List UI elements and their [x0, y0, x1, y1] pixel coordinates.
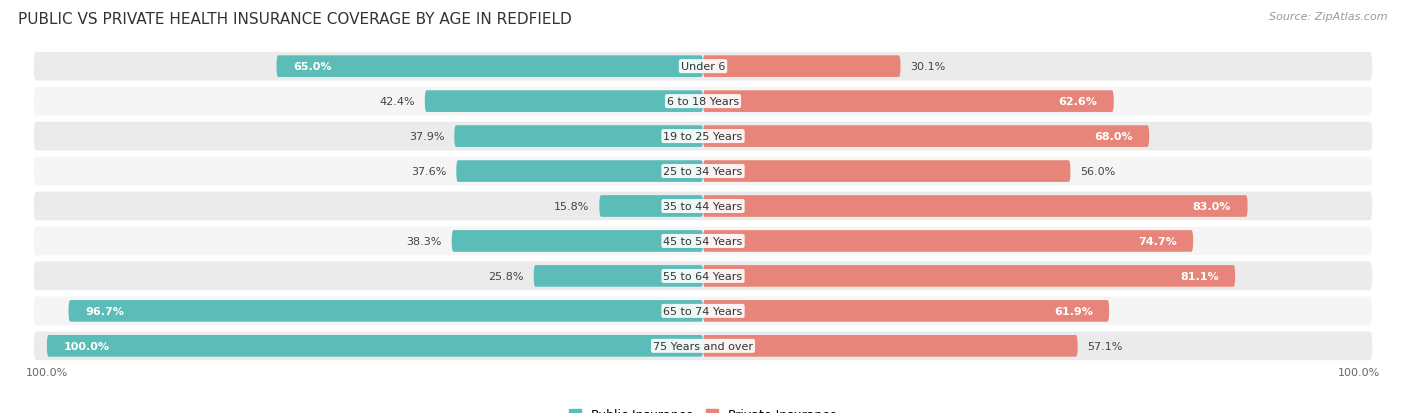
Text: Source: ZipAtlas.com: Source: ZipAtlas.com: [1270, 12, 1388, 22]
FancyBboxPatch shape: [34, 157, 1372, 186]
FancyBboxPatch shape: [457, 161, 703, 183]
FancyBboxPatch shape: [703, 161, 1070, 183]
FancyBboxPatch shape: [277, 56, 703, 78]
Text: 65 to 74 Years: 65 to 74 Years: [664, 306, 742, 316]
FancyBboxPatch shape: [34, 332, 1372, 360]
Text: 81.1%: 81.1%: [1180, 271, 1219, 281]
Text: 6 to 18 Years: 6 to 18 Years: [666, 97, 740, 107]
FancyBboxPatch shape: [703, 230, 1194, 252]
Text: 56.0%: 56.0%: [1080, 166, 1115, 177]
Text: 38.3%: 38.3%: [406, 236, 441, 247]
FancyBboxPatch shape: [34, 227, 1372, 256]
Text: 65.0%: 65.0%: [292, 62, 332, 72]
Text: 74.7%: 74.7%: [1137, 236, 1177, 247]
FancyBboxPatch shape: [34, 262, 1372, 291]
FancyBboxPatch shape: [34, 88, 1372, 116]
FancyBboxPatch shape: [46, 335, 703, 357]
Legend: Public Insurance, Private Insurance: Public Insurance, Private Insurance: [564, 404, 842, 413]
FancyBboxPatch shape: [454, 126, 703, 147]
FancyBboxPatch shape: [703, 335, 1077, 357]
FancyBboxPatch shape: [34, 297, 1372, 325]
Text: 30.1%: 30.1%: [910, 62, 946, 72]
Text: 37.6%: 37.6%: [411, 166, 447, 177]
Text: 57.1%: 57.1%: [1087, 341, 1123, 351]
Text: 75 Years and over: 75 Years and over: [652, 341, 754, 351]
FancyBboxPatch shape: [34, 192, 1372, 221]
FancyBboxPatch shape: [425, 91, 703, 113]
Text: 25.8%: 25.8%: [488, 271, 524, 281]
Text: 62.6%: 62.6%: [1059, 97, 1097, 107]
FancyBboxPatch shape: [703, 56, 900, 78]
Text: 15.8%: 15.8%: [554, 202, 589, 211]
FancyBboxPatch shape: [34, 53, 1372, 81]
FancyBboxPatch shape: [451, 230, 703, 252]
Text: 55 to 64 Years: 55 to 64 Years: [664, 271, 742, 281]
FancyBboxPatch shape: [703, 126, 1149, 147]
Text: 68.0%: 68.0%: [1094, 132, 1133, 142]
FancyBboxPatch shape: [703, 266, 1234, 287]
Text: 42.4%: 42.4%: [380, 97, 415, 107]
Text: PUBLIC VS PRIVATE HEALTH INSURANCE COVERAGE BY AGE IN REDFIELD: PUBLIC VS PRIVATE HEALTH INSURANCE COVER…: [18, 12, 572, 27]
FancyBboxPatch shape: [703, 300, 1109, 322]
Text: 61.9%: 61.9%: [1054, 306, 1092, 316]
FancyBboxPatch shape: [534, 266, 703, 287]
Text: 19 to 25 Years: 19 to 25 Years: [664, 132, 742, 142]
Text: 83.0%: 83.0%: [1192, 202, 1232, 211]
Text: 45 to 54 Years: 45 to 54 Years: [664, 236, 742, 247]
FancyBboxPatch shape: [34, 122, 1372, 151]
FancyBboxPatch shape: [703, 91, 1114, 113]
Text: Under 6: Under 6: [681, 62, 725, 72]
Text: 37.9%: 37.9%: [409, 132, 444, 142]
Text: 100.0%: 100.0%: [63, 341, 110, 351]
FancyBboxPatch shape: [703, 196, 1247, 217]
Text: 35 to 44 Years: 35 to 44 Years: [664, 202, 742, 211]
Text: 25 to 34 Years: 25 to 34 Years: [664, 166, 742, 177]
FancyBboxPatch shape: [69, 300, 703, 322]
Text: 96.7%: 96.7%: [84, 306, 124, 316]
FancyBboxPatch shape: [599, 196, 703, 217]
